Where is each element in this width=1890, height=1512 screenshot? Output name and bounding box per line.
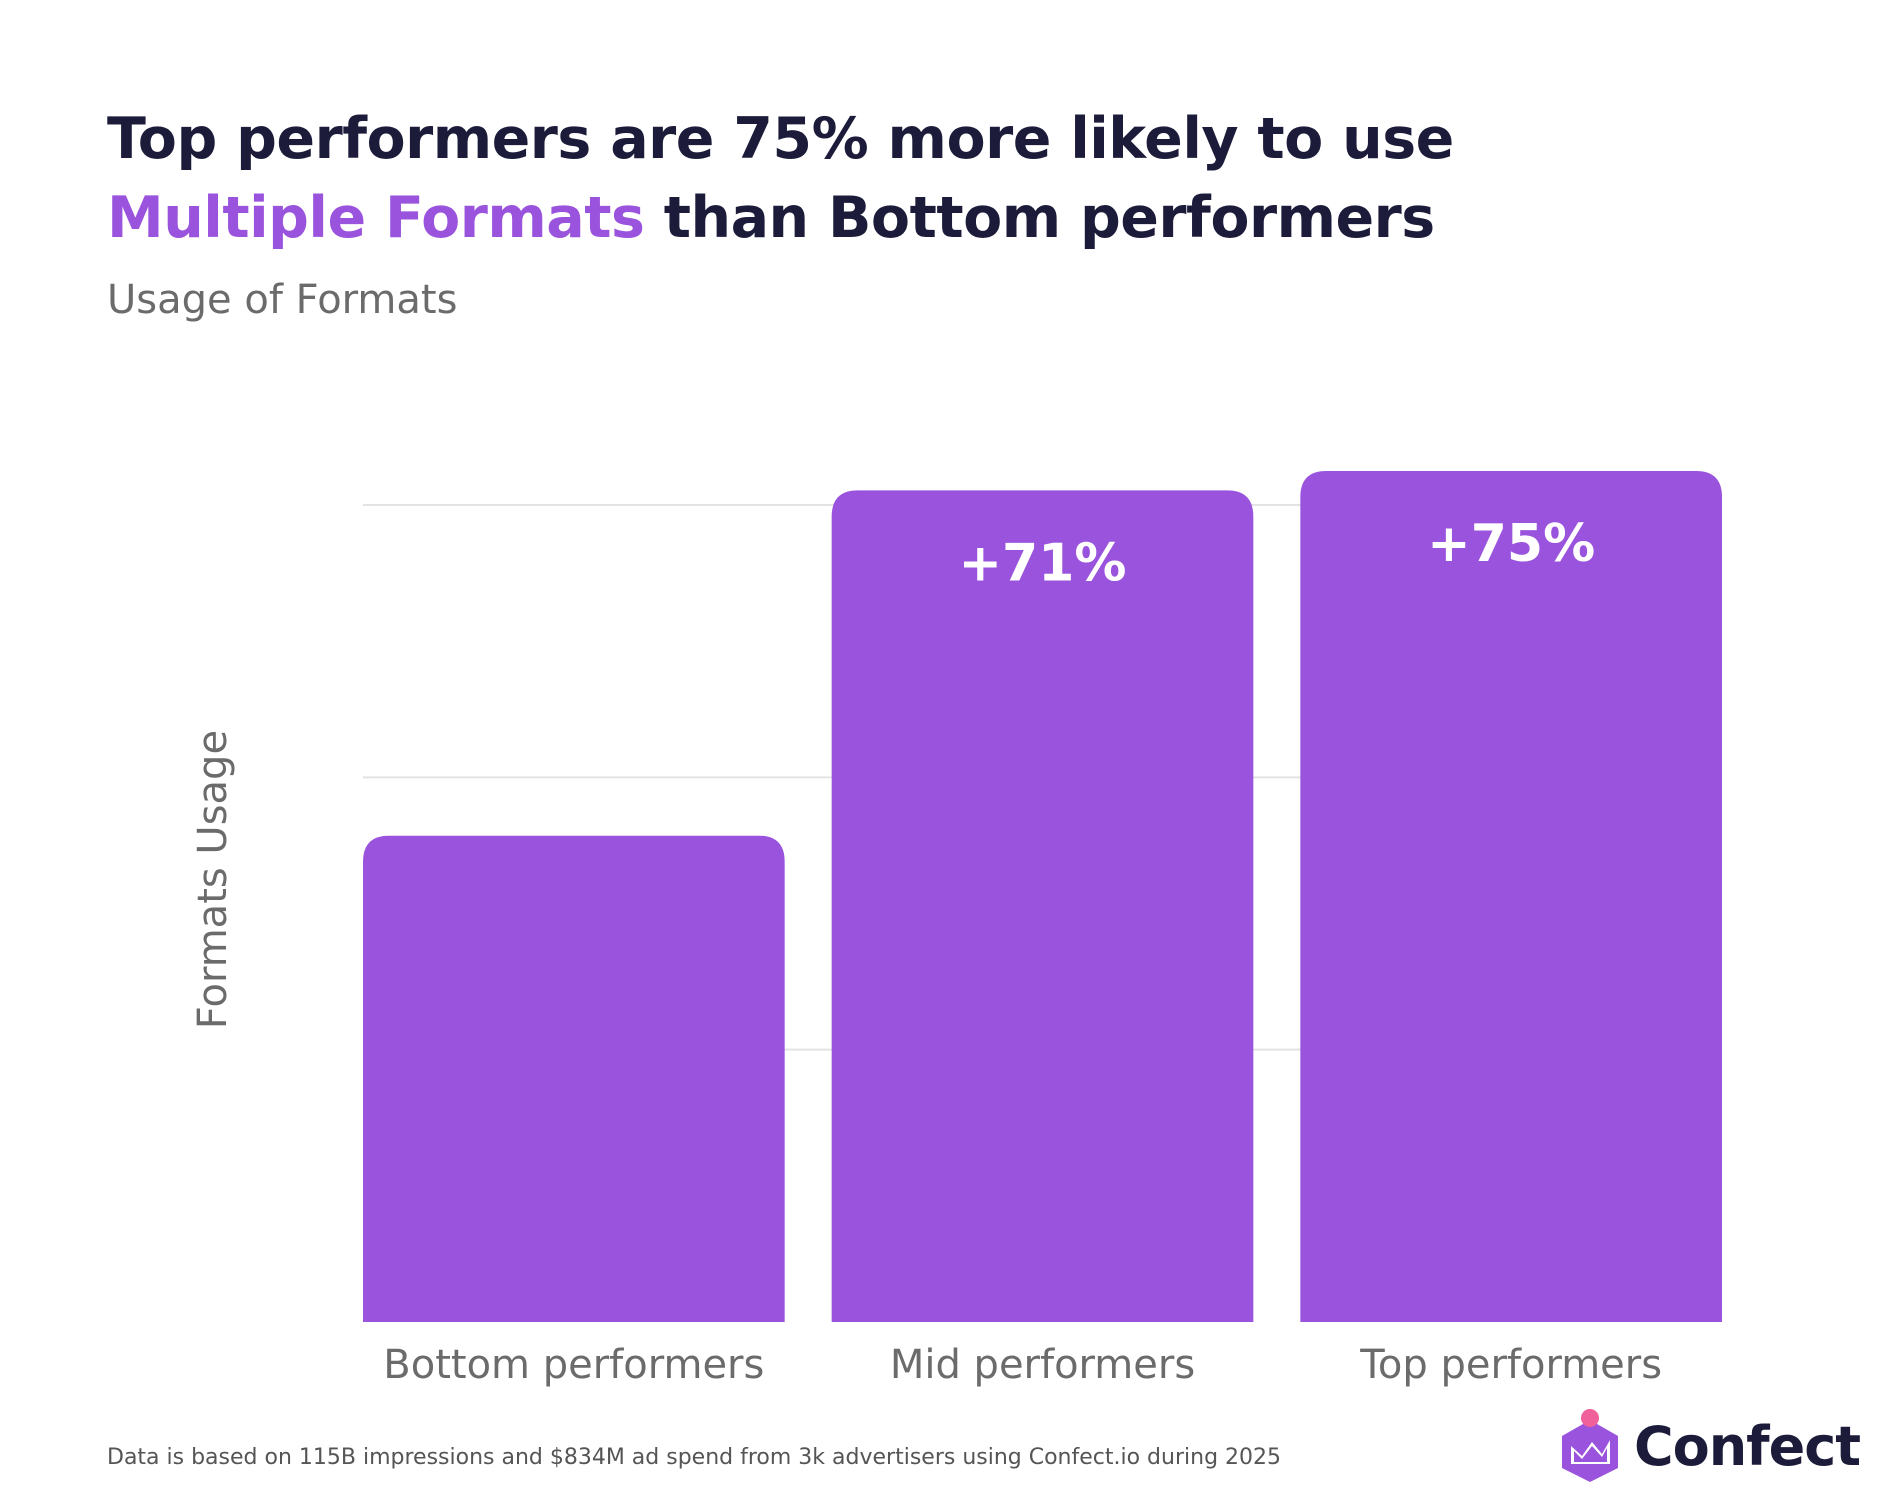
confect-logo-icon — [1562, 1409, 1618, 1482]
title-highlight: Multiple Formats — [107, 185, 645, 251]
x-axis-ticks: Bottom performers Mid performers Top perfo… — [383, 1342, 1662, 1388]
x-tick-label: Bottom performers — [383, 1342, 764, 1388]
data-label: +75% — [1427, 514, 1595, 574]
x-tick-label: Mid performers — [890, 1342, 1195, 1388]
data-label: +71% — [958, 533, 1126, 593]
data-source-note: Data is based on 115B impressions and $8… — [107, 1445, 1282, 1470]
bar-mid-performers — [831, 490, 1254, 1322]
y-axis-label: Formats Usage — [190, 730, 236, 1029]
x-tick-label: Top performers — [1359, 1342, 1662, 1388]
bar-bottom-performers — [363, 835, 785, 1322]
bar-chart: +71% +75% Bottom performers Mid performers… — [190, 470, 1722, 1388]
data-labels: +71% +75% — [958, 514, 1595, 593]
confect-logo: Confect — [1558, 1406, 1861, 1486]
chart-subtitle: Usage of Formats — [107, 277, 458, 323]
brand-wordmark: Confect — [1634, 1414, 1861, 1478]
bar-top-performers — [1300, 470, 1722, 1322]
title-prefix: Top performers are 75% more likely to us… — [107, 106, 1454, 172]
title-suffix: than Bottom performers — [644, 185, 1435, 251]
bars — [363, 470, 1722, 1322]
chart-title: Top performers are 75% more likely to us… — [107, 100, 1667, 258]
